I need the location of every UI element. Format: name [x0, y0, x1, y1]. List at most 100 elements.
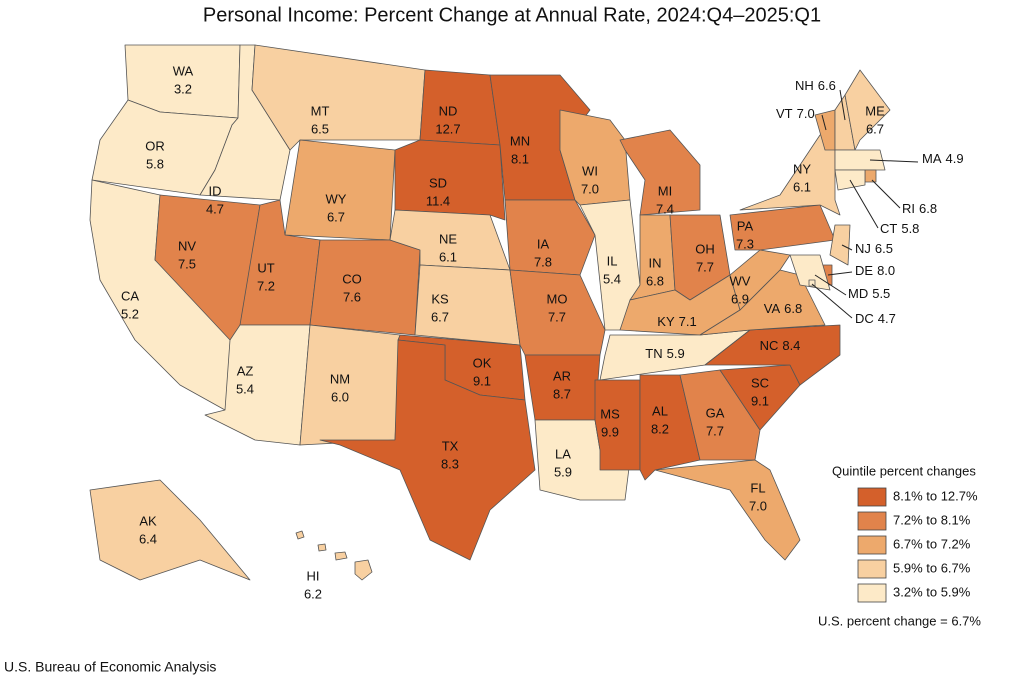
state-label: LA	[555, 446, 571, 461]
state-abbr: NH	[795, 78, 814, 93]
leader-line	[869, 159, 919, 163]
state-value: 7.3	[736, 236, 754, 251]
state-value: 4.9	[946, 151, 964, 166]
legend-label: 6.7% to 7.2%	[893, 536, 971, 551]
state-label: NV	[178, 238, 196, 253]
source: U.S. Bureau of Economic Analysis	[4, 659, 216, 675]
state-shape	[317, 543, 327, 552]
state-value: 11.4	[426, 193, 450, 208]
state-value: 6.8	[784, 301, 802, 316]
state-label: GA	[706, 405, 725, 420]
state-label: DC 4.7	[855, 311, 896, 326]
state-label: ME	[865, 103, 885, 118]
state-label: MD 5.5	[848, 286, 890, 301]
state-value: 7.7	[706, 423, 724, 438]
state-abbr: RI	[902, 201, 915, 216]
legend-title: Quintile percent changes	[832, 463, 976, 478]
state-label: VT 7.0	[776, 106, 815, 121]
state-value: 7.5	[178, 256, 196, 271]
state-label: WY	[326, 191, 347, 206]
state-value: 7.6	[343, 289, 361, 304]
state-label: AR	[553, 368, 571, 383]
state-label: NM	[330, 371, 350, 386]
state-value: 5.8	[901, 221, 919, 236]
state-shape	[295, 530, 305, 540]
state-value: 6.0	[331, 389, 349, 404]
leader-line	[871, 179, 901, 209]
state-label: IL	[607, 253, 618, 268]
state-label: DE 8.0	[855, 263, 895, 278]
state-label: ID	[209, 183, 222, 198]
legend-swatch	[857, 535, 887, 555]
state-value: 5.4	[236, 381, 254, 396]
state-value: 6.6	[818, 78, 836, 93]
state-label: VA 6.8	[764, 301, 802, 316]
state-value: 7.0	[797, 106, 815, 121]
state-abbr: MA	[922, 151, 942, 166]
state-label: TX	[442, 438, 459, 453]
state-value: 8.3	[441, 456, 459, 471]
state-label: OK	[473, 355, 492, 370]
state-shape	[309, 239, 421, 336]
state-label: MS	[600, 406, 620, 421]
state-shape	[334, 551, 348, 561]
state-value: 7.7	[548, 309, 566, 324]
state-label: KY 7.1	[657, 314, 696, 329]
state-value: 6.1	[793, 179, 811, 194]
state-abbr: DE	[855, 263, 873, 278]
us-note: U.S. percent change = 6.7%	[818, 613, 981, 628]
state-value: 7.4	[656, 201, 674, 216]
state-shape	[319, 339, 536, 561]
state-value: 6.5	[875, 241, 893, 256]
state-abbr: VT	[776, 106, 793, 121]
states	[89, 44, 891, 581]
state-label: WA	[173, 63, 194, 78]
state-label: CO	[342, 271, 362, 286]
state-value: 5.9	[667, 346, 685, 361]
state-value: 5.8	[146, 156, 164, 171]
state-value: 7.7	[696, 259, 714, 274]
map-title: Personal Income: Percent Change at Annua…	[203, 4, 821, 26]
state-shape	[829, 224, 851, 266]
state-value: 4.7	[878, 311, 896, 326]
state-value: 8.1	[511, 151, 529, 166]
state-abbr: KY	[657, 314, 675, 329]
state-label: RI 6.8	[902, 201, 937, 216]
state-value: 5.4	[603, 271, 621, 286]
state-value: 4.7	[206, 201, 224, 216]
state-abbr: NC	[760, 338, 779, 353]
state-abbr: TN	[645, 346, 662, 361]
state-label: SC	[751, 375, 769, 390]
state-value: 5.2	[121, 306, 139, 321]
state-value: 9.1	[473, 373, 491, 388]
state-value: 6.9	[731, 291, 749, 306]
state-label: TN 5.9	[645, 346, 684, 361]
state-label: OH	[695, 241, 715, 256]
leader-line	[827, 271, 853, 276]
legend-swatch	[857, 511, 887, 531]
leader-line	[841, 244, 853, 251]
state-value: 8.4	[782, 338, 800, 353]
state-value: 6.8	[919, 201, 937, 216]
state-value: 6.2	[304, 586, 322, 601]
state-label: MI	[658, 183, 672, 198]
state-value: 12.7	[435, 121, 460, 136]
state-label: NC 8.4	[760, 338, 801, 353]
state-label: ND	[439, 103, 458, 118]
state-label: SD	[429, 175, 447, 190]
leader-line	[821, 114, 827, 131]
state-label: MA 4.9	[922, 151, 964, 166]
state-label: NH 6.6	[795, 78, 836, 93]
state-label: MO	[547, 291, 568, 306]
state-value: 8.0	[877, 263, 895, 278]
leader-line	[849, 179, 879, 229]
state-value: 9.9	[601, 424, 619, 439]
state-value: 6.8	[646, 273, 664, 288]
state-label: IA	[537, 236, 550, 251]
state-value: 6.5	[311, 121, 329, 136]
state-value: 6.1	[439, 249, 457, 264]
state-label: WV	[730, 273, 751, 288]
state-shape	[354, 559, 373, 581]
leader-line	[839, 89, 846, 121]
